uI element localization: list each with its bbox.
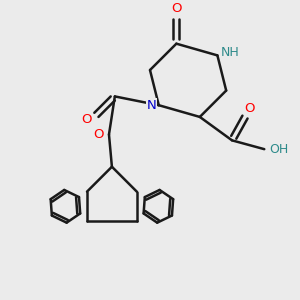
Text: OH: OH [269,143,289,156]
Text: O: O [82,113,92,126]
Text: N: N [147,99,156,112]
Text: NH: NH [221,46,240,59]
Text: O: O [171,2,181,15]
Text: O: O [244,102,255,115]
Text: O: O [94,128,104,141]
